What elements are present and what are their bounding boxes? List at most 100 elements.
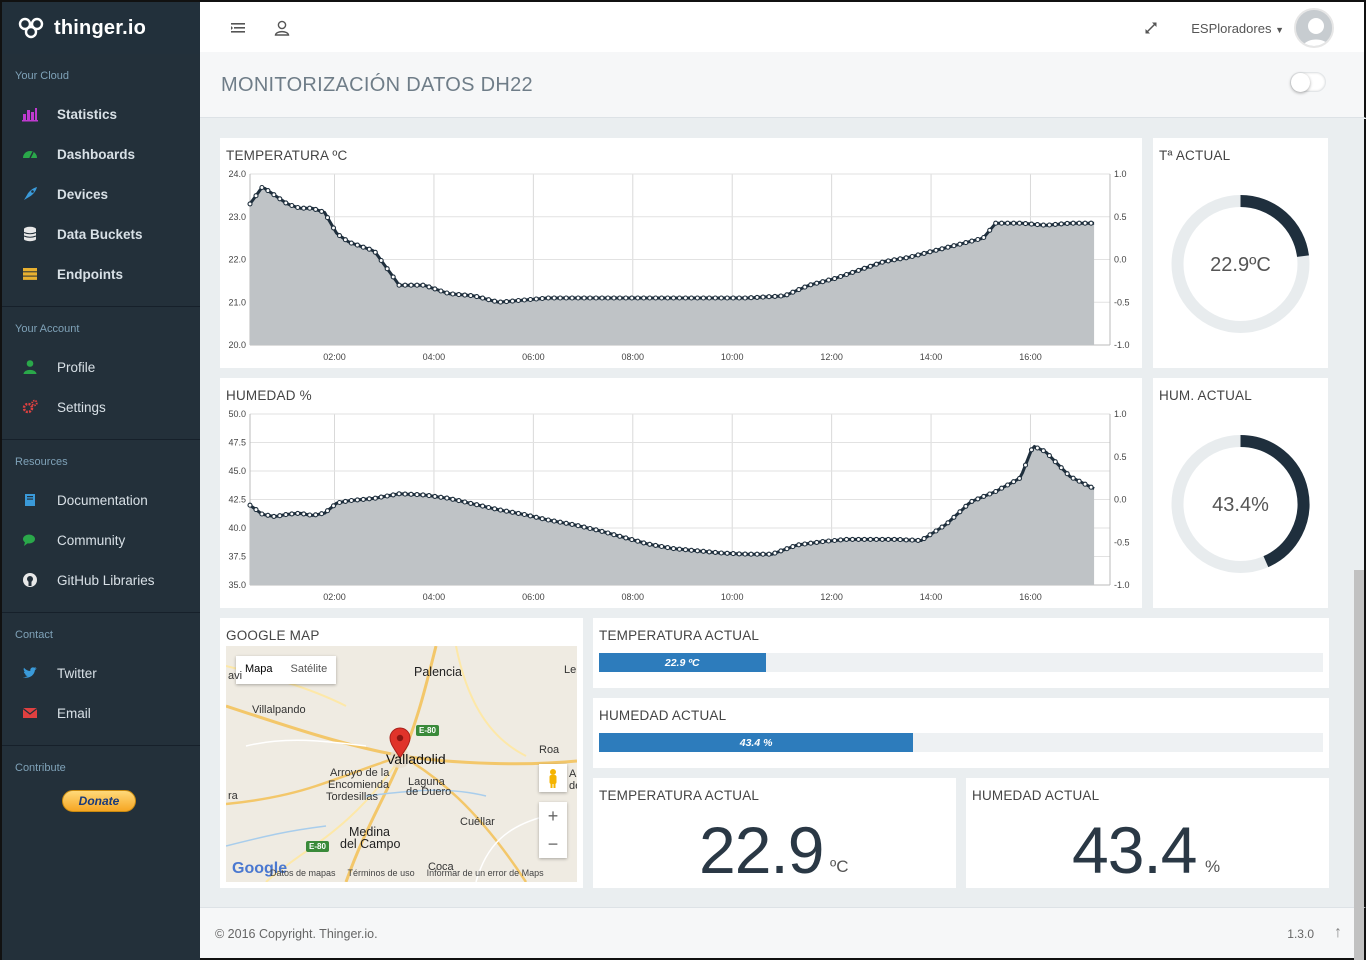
menu-toggle-icon[interactable]	[229, 19, 247, 37]
sidebar-item-label: Email	[57, 705, 91, 721]
temp-point	[271, 192, 277, 198]
hum-point	[623, 535, 629, 541]
temp-point	[993, 220, 999, 226]
hum-point	[891, 536, 897, 542]
hum-point	[867, 536, 873, 542]
hum-point	[772, 550, 778, 556]
temp-point	[617, 295, 623, 301]
sidebar-item-community[interactable]: Community	[2, 520, 200, 560]
temp-point	[1016, 220, 1023, 226]
sidebar-item-devices[interactable]: Devices	[2, 174, 200, 214]
user-menu[interactable]: ESPloradores ▼	[1191, 21, 1284, 36]
humidity-value-widget: HUMEDAD ACTUAL 43.4 %	[966, 778, 1329, 888]
database-icon	[22, 226, 38, 242]
hum-point	[342, 498, 348, 504]
hum-point	[617, 533, 623, 539]
temp-point	[497, 299, 504, 305]
humidity-gauge-widget: HUM. ACTUAL 43.4%	[1153, 378, 1328, 608]
bar-chart-icon	[22, 106, 38, 122]
sidebar-item-twitter[interactable]: Twitter	[2, 653, 200, 693]
contribute-section: Contribute Donate	[2, 746, 200, 830]
temp-x-tick: 02:00	[323, 352, 346, 362]
hum-point	[653, 542, 659, 548]
sidebar-item-github-libraries[interactable]: GitHub Libraries	[2, 560, 200, 600]
sidebar-item-label: Dashboards	[57, 146, 136, 162]
zoom-out-button[interactable]: −	[547, 834, 559, 854]
temp-point	[1064, 220, 1070, 226]
sidebar-item-documentation[interactable]: Documentation	[2, 480, 200, 520]
temp-point	[444, 290, 450, 296]
map-tab-map[interactable]: Mapa	[245, 663, 273, 675]
temp-point	[802, 284, 808, 290]
temp-series-area	[250, 187, 1095, 345]
street-view-pegman[interactable]	[539, 764, 567, 792]
sidebar-item-endpoints[interactable]: Endpoints	[2, 254, 200, 294]
temp-point	[319, 208, 325, 214]
temp-point	[653, 295, 659, 301]
user-outline-icon[interactable]	[273, 19, 291, 37]
page-title: MONITORIZACIÓN DATOS DH22	[221, 74, 533, 96]
hum-x-tick: 02:00	[323, 592, 346, 602]
humidity-chart[interactable]: 02:00 04:00 06:00 08:00 10:00 12:00 14:00 16:00…	[220, 378, 1142, 608]
donate-button[interactable]: Donate	[62, 790, 136, 812]
temp-point	[336, 233, 343, 239]
temp-point	[999, 220, 1005, 226]
hum-point	[527, 513, 533, 519]
sidebar-item-statistics[interactable]: Statistics	[2, 94, 200, 134]
temp-point	[533, 296, 539, 302]
map-tab-satellite[interactable]: Satélite	[290, 663, 328, 675]
sidebar-section-your-account: Your Account Profile Settings	[2, 307, 200, 440]
brand-name: thinger.io	[54, 16, 146, 39]
sidebar-item-data-buckets[interactable]: Data Buckets	[2, 214, 200, 254]
hum-point	[265, 512, 271, 518]
sidebar-section-resources: Resources Documentation Community GitHub Li…	[2, 440, 200, 613]
avatar[interactable]	[1294, 8, 1334, 48]
temp-point	[963, 240, 969, 246]
brand[interactable]: thinger.io	[2, 2, 200, 54]
temp-point	[688, 295, 694, 301]
temp-point	[730, 295, 736, 301]
sidebar-item-profile[interactable]: Profile	[2, 347, 200, 387]
hum-point	[330, 503, 337, 509]
humidity-gauge-title: HUM. ACTUAL	[1159, 388, 1252, 403]
temp-point	[301, 205, 307, 211]
expand-icon[interactable]	[1142, 19, 1160, 37]
sidebar-section-title: Your Account	[15, 323, 80, 335]
hum-y-tick: 37.5	[228, 552, 246, 562]
hum-point	[670, 546, 677, 552]
temperature-gauge-widget: Tª ACTUAL 22.9ºC	[1153, 138, 1328, 368]
hum-point	[575, 523, 581, 529]
sidebar-item-dashboards[interactable]: Dashboards	[2, 134, 200, 174]
hum-point	[390, 492, 396, 498]
temp-point	[450, 291, 456, 297]
map-data-link[interactable]: Datos de mapas	[270, 868, 336, 878]
sidebar-item-settings[interactable]: Settings	[2, 387, 200, 427]
map-terms-link[interactable]: Términos de uso	[347, 868, 415, 878]
map-label-tordesillas: Tordesillas	[326, 791, 378, 803]
map-label-arroyo-1: Arroyo de la	[330, 767, 390, 779]
temp-point	[933, 247, 939, 253]
temp-point	[909, 253, 915, 260]
sidebar-item-email[interactable]: Email	[2, 693, 200, 733]
temp-point	[885, 258, 891, 264]
temp-point	[295, 204, 301, 211]
hum-point	[354, 497, 360, 503]
hum-point	[605, 530, 611, 536]
google-map[interactable]: Mapa Satélite Palencia Ler avi Villalpan…	[226, 646, 577, 882]
hum-x-tick: 04:00	[423, 592, 446, 602]
zoom-in-button[interactable]: +	[547, 806, 559, 826]
edit-toggle[interactable]	[1290, 72, 1326, 92]
temp-point	[659, 295, 665, 301]
temp-point	[1011, 220, 1017, 226]
temp-point	[694, 295, 700, 301]
hum-point	[694, 548, 700, 554]
map-report-link[interactable]: Informar de un error de Maps	[426, 868, 544, 878]
scrollbar[interactable]	[1354, 570, 1364, 960]
temp-point	[706, 295, 712, 301]
map-label-palencia: Palencia	[414, 665, 462, 679]
hum-point	[766, 551, 772, 557]
user-icon	[22, 359, 38, 375]
temperature-chart[interactable]: 02:00 04:00 06:00 08:00 10:00 12:00 14:00 16:00…	[220, 138, 1142, 368]
hum-point	[993, 488, 999, 495]
scroll-top-icon[interactable]: ↑	[1334, 924, 1342, 941]
